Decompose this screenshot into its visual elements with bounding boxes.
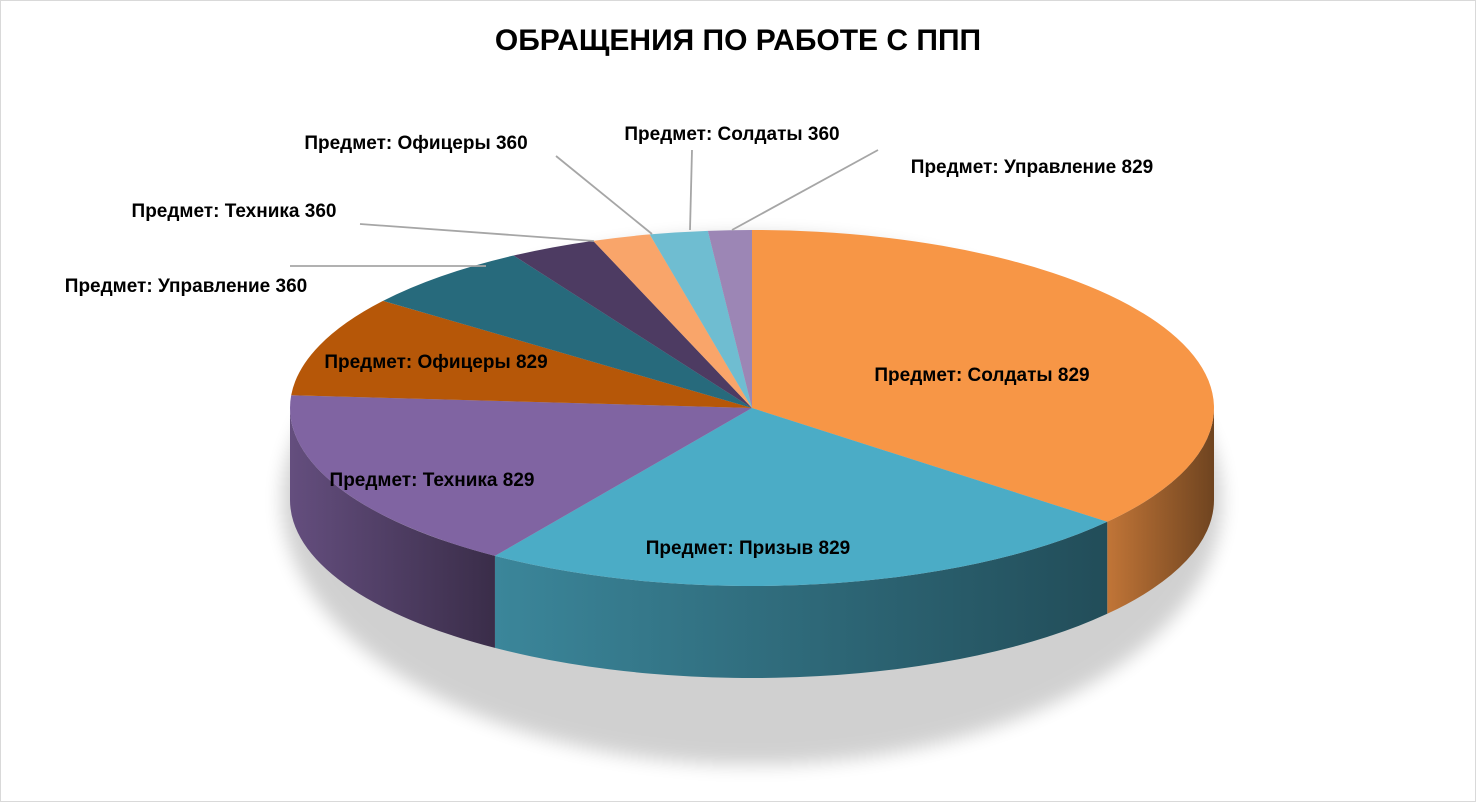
pie-slice	[383, 255, 752, 408]
leader-line	[689, 149, 693, 231]
pie-slice	[752, 230, 1214, 522]
pie-slice	[649, 230, 752, 408]
data-label: Предмет: Техника 360	[132, 201, 337, 222]
pie-slice	[593, 234, 752, 408]
pie-slice-side	[1107, 408, 1214, 614]
pie-slice-side	[290, 408, 495, 648]
pie-slice	[494, 408, 1108, 587]
data-label: Предмет: Офицеры 829	[324, 352, 547, 373]
pie-slice-side	[494, 521, 1108, 678]
data-label: Предмет: Солдаты 360	[624, 124, 839, 145]
data-label: Предмет: Управление 829	[911, 157, 1153, 178]
leader-line	[359, 223, 595, 242]
pie-slice	[290, 395, 752, 556]
data-label: Предмет: Управление 360	[65, 276, 307, 297]
leader-line	[555, 155, 653, 235]
chart-title: ОБРАЩЕНИЯ ПО РАБОТЕ С ППП	[494, 24, 982, 57]
data-label: Предмет: Призыв 829	[646, 538, 850, 559]
leader-line	[731, 149, 879, 231]
data-label: Предмет: Офицеры 360	[304, 133, 527, 154]
pie-slice	[291, 300, 752, 408]
data-label: Предмет: Солдаты 829	[874, 365, 1089, 386]
data-label: Предмет: Техника 829	[330, 470, 535, 491]
pie-slice	[513, 240, 752, 408]
pie-slice	[707, 230, 752, 408]
